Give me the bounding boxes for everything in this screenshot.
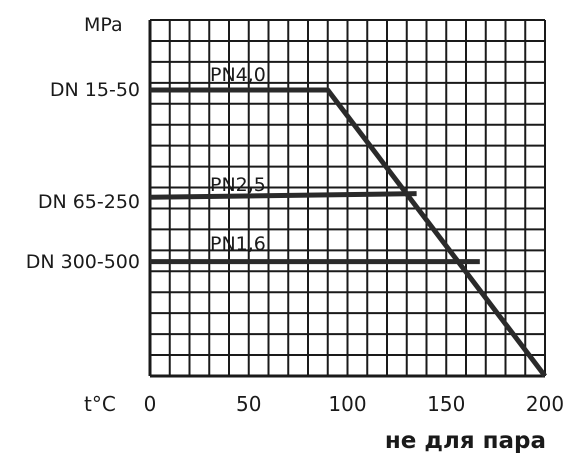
x-tick-label-50: 50 <box>236 392 261 416</box>
dn-label-15-50: DN 15-50 <box>50 79 140 101</box>
series-label-pn16: PN1,6 <box>210 233 266 255</box>
series-lines <box>149 87 547 378</box>
x-tick-label-100: 100 <box>328 392 366 416</box>
x-tick-label-200: 200 <box>526 392 564 416</box>
x-unit-label: t°C <box>84 392 116 416</box>
x-tick-label-0: 0 <box>144 392 157 416</box>
not-for-steam-note: не для пара <box>385 428 546 454</box>
series-line-1 <box>149 191 417 200</box>
series-line-0 <box>150 87 547 378</box>
chart-grid <box>148 19 546 378</box>
y-unit-label: MPa <box>84 14 123 36</box>
series-label-pn25: PN2,5 <box>210 174 266 196</box>
series-label-pn40: PN4,0 <box>210 64 266 86</box>
dn-label-300-500: DN 300-500 <box>26 251 140 273</box>
x-tick-label-150: 150 <box>427 392 465 416</box>
dn-label-65-250: DN 65-250 <box>38 191 140 213</box>
